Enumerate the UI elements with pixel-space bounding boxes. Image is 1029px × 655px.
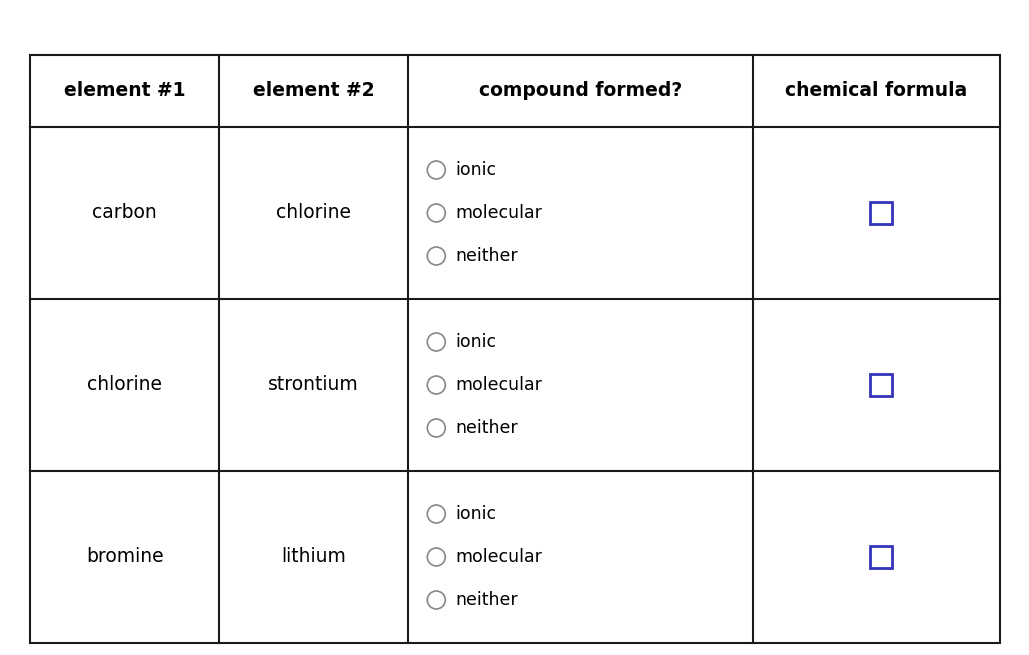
Text: bromine: bromine: [85, 548, 164, 567]
Text: molecular: molecular: [455, 204, 542, 222]
Bar: [30, 55, 1000, 643]
Text: neither: neither: [455, 419, 518, 437]
Text: ionic: ionic: [455, 333, 496, 351]
Text: molecular: molecular: [455, 548, 542, 566]
Text: neither: neither: [455, 247, 518, 265]
Text: ionic: ionic: [455, 161, 496, 179]
Text: neither: neither: [455, 591, 518, 609]
Text: chemical formula: chemical formula: [785, 81, 967, 100]
Text: chlorine: chlorine: [276, 204, 351, 223]
Bar: [871, 202, 892, 224]
Text: chlorine: chlorine: [87, 375, 163, 394]
Text: element #2: element #2: [253, 81, 375, 100]
Text: compound formed?: compound formed?: [478, 81, 682, 100]
Text: carbon: carbon: [93, 204, 157, 223]
Text: lithium: lithium: [281, 548, 346, 567]
Text: molecular: molecular: [455, 376, 542, 394]
Bar: [871, 374, 892, 396]
Text: strontium: strontium: [269, 375, 359, 394]
Text: ionic: ionic: [455, 505, 496, 523]
Bar: [871, 546, 892, 568]
Text: element #1: element #1: [64, 81, 185, 100]
